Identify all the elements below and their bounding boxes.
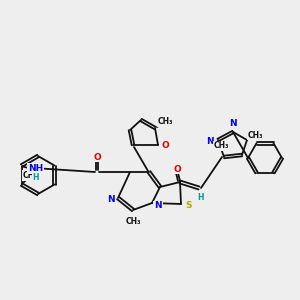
Text: N: N (107, 194, 115, 203)
Text: CH₃: CH₃ (23, 171, 38, 180)
Text: NH: NH (28, 164, 43, 173)
Text: O: O (161, 142, 169, 151)
Text: S: S (186, 202, 192, 211)
Text: N: N (229, 119, 237, 128)
Text: CH₃: CH₃ (125, 217, 141, 226)
Text: CH₃: CH₃ (247, 130, 263, 140)
Text: CH₃: CH₃ (157, 118, 173, 127)
Text: O: O (173, 164, 181, 173)
Text: N: N (206, 136, 214, 146)
Text: H: H (197, 194, 203, 202)
Text: N: N (154, 202, 162, 211)
Text: H: H (32, 173, 39, 182)
Text: O: O (93, 152, 101, 161)
Text: CH₃: CH₃ (213, 142, 229, 151)
